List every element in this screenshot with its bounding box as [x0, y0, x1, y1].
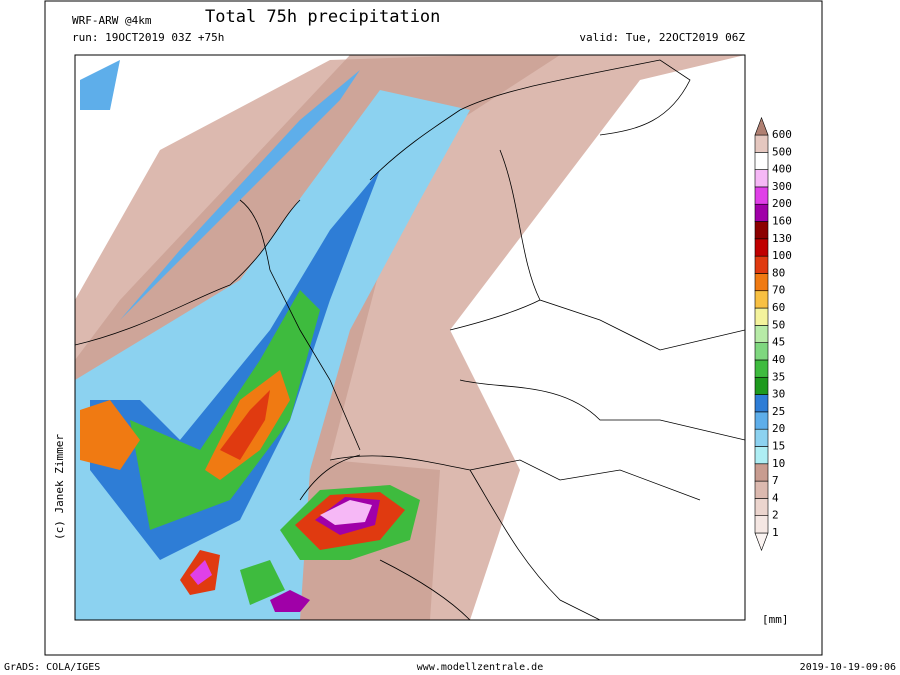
- legend-level: 20: [772, 422, 785, 435]
- footer-left: GrADS: COLA/IGES: [4, 662, 100, 673]
- legend-box: [754, 480, 769, 499]
- country-borders: [75, 59, 745, 620]
- title: Total 75h precipitation: [205, 7, 440, 27]
- legend-box: [754, 359, 769, 378]
- legend-triangle-high: [754, 116, 769, 136]
- legend-level: 25: [772, 405, 785, 418]
- legend-level: 130: [772, 232, 792, 245]
- legend-level: 1: [772, 526, 779, 539]
- legend-level: 35: [772, 370, 785, 383]
- legend-level: 160: [772, 215, 792, 228]
- legend-box: [754, 394, 769, 413]
- legend-level: 600: [772, 128, 792, 141]
- map: [74, 54, 746, 621]
- footer-right: 2019-10-19-09:06: [800, 662, 896, 673]
- legend-box: [754, 290, 769, 309]
- legend-box: [754, 152, 769, 170]
- legend-box: [754, 169, 769, 188]
- legend-box: [754, 515, 769, 534]
- legend-level: 10: [772, 457, 785, 470]
- legend-level: 80: [772, 266, 785, 279]
- legend-box: [754, 411, 769, 430]
- legend-box: [754, 498, 769, 516]
- legend-box: [754, 238, 769, 257]
- legend-level: 45: [772, 336, 785, 349]
- legend-level: 300: [772, 180, 792, 193]
- run-label: run: 19OCT2019 03Z +75h: [72, 31, 224, 44]
- legend-level: 2: [772, 509, 779, 522]
- legend-unit: [mm]: [762, 613, 789, 626]
- legend: 1 2 4 7 10 15 20 25 30 35 40 45 50 60 70 80 100 130 160 200…: [754, 116, 792, 552]
- legend-level: 7: [772, 474, 779, 487]
- legend-box: [754, 376, 769, 395]
- legend-level: 200: [772, 197, 792, 210]
- legend-box: [754, 134, 769, 153]
- legend-level: 50: [772, 318, 785, 331]
- legend-box: [754, 463, 769, 482]
- legend-box: [754, 325, 769, 343]
- legend-level: 40: [772, 353, 785, 366]
- legend-box: [754, 203, 769, 222]
- credit: (c) Janek Zimmer: [53, 434, 66, 540]
- map-frame: [74, 54, 746, 621]
- legend-box: [754, 428, 769, 447]
- legend-box: [754, 221, 769, 240]
- legend-level: 60: [772, 301, 785, 314]
- legend-level: 30: [772, 388, 785, 401]
- legend-box: [754, 307, 769, 326]
- legend-box: [754, 186, 769, 205]
- model-label: WRF-ARW @4km: [72, 14, 152, 27]
- legend-box: [754, 342, 769, 361]
- legend-level: 15: [772, 439, 785, 452]
- legend-level: 70: [772, 284, 785, 297]
- footer-center: www.modellzentrale.de: [417, 662, 543, 673]
- valid-label: valid: Tue, 22OCT2019 06Z: [579, 31, 745, 44]
- legend-level: 400: [772, 163, 792, 176]
- legend-box: [754, 273, 769, 292]
- legend-box: [754, 446, 769, 465]
- legend-level: 100: [772, 249, 792, 262]
- precip-field: [75, 55, 745, 620]
- legend-level: 500: [772, 145, 792, 158]
- legend-box: [754, 255, 769, 274]
- legend-level: 4: [772, 491, 779, 504]
